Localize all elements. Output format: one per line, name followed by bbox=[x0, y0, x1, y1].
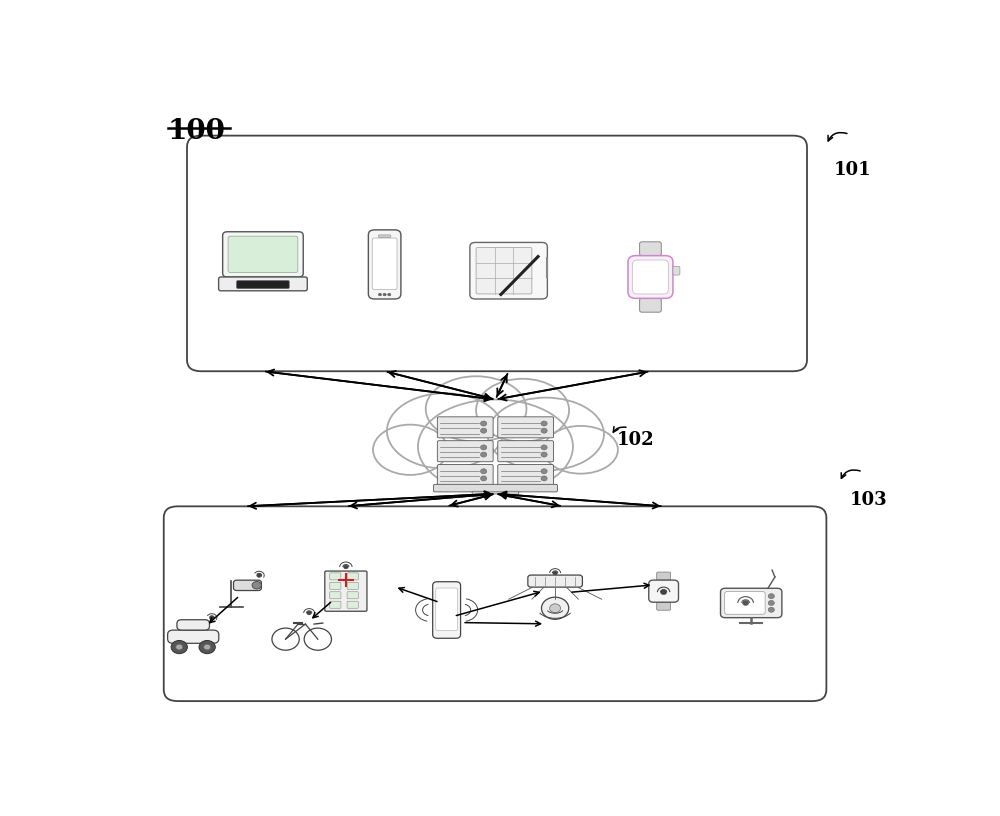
FancyBboxPatch shape bbox=[347, 573, 358, 580]
FancyBboxPatch shape bbox=[436, 588, 457, 631]
Circle shape bbox=[171, 641, 187, 654]
Circle shape bbox=[378, 293, 382, 296]
Circle shape bbox=[481, 428, 487, 433]
FancyBboxPatch shape bbox=[528, 575, 582, 588]
FancyBboxPatch shape bbox=[437, 441, 493, 462]
Circle shape bbox=[344, 565, 348, 569]
FancyBboxPatch shape bbox=[433, 485, 557, 492]
Circle shape bbox=[257, 574, 261, 578]
FancyBboxPatch shape bbox=[187, 135, 807, 371]
FancyBboxPatch shape bbox=[476, 247, 532, 294]
FancyBboxPatch shape bbox=[640, 299, 661, 313]
FancyBboxPatch shape bbox=[657, 572, 671, 580]
Circle shape bbox=[176, 645, 183, 650]
FancyBboxPatch shape bbox=[330, 592, 341, 599]
FancyBboxPatch shape bbox=[347, 583, 358, 589]
Circle shape bbox=[541, 452, 547, 457]
FancyBboxPatch shape bbox=[649, 580, 679, 602]
FancyBboxPatch shape bbox=[470, 242, 547, 299]
Ellipse shape bbox=[418, 400, 573, 494]
Circle shape bbox=[481, 452, 487, 457]
FancyBboxPatch shape bbox=[177, 619, 209, 630]
FancyBboxPatch shape bbox=[498, 464, 554, 486]
FancyBboxPatch shape bbox=[330, 573, 341, 580]
Ellipse shape bbox=[426, 376, 526, 441]
FancyBboxPatch shape bbox=[437, 417, 493, 438]
Circle shape bbox=[541, 428, 547, 433]
FancyBboxPatch shape bbox=[164, 506, 826, 701]
FancyBboxPatch shape bbox=[168, 630, 219, 643]
Circle shape bbox=[743, 601, 749, 605]
FancyBboxPatch shape bbox=[673, 266, 680, 275]
FancyBboxPatch shape bbox=[472, 491, 488, 497]
Circle shape bbox=[541, 476, 547, 481]
FancyBboxPatch shape bbox=[433, 582, 461, 638]
FancyBboxPatch shape bbox=[330, 601, 341, 608]
Circle shape bbox=[553, 571, 557, 575]
Circle shape bbox=[383, 293, 386, 296]
Circle shape bbox=[481, 476, 487, 481]
FancyBboxPatch shape bbox=[628, 255, 673, 299]
Circle shape bbox=[204, 645, 211, 650]
Ellipse shape bbox=[488, 397, 604, 471]
Circle shape bbox=[541, 597, 569, 619]
FancyBboxPatch shape bbox=[640, 242, 661, 255]
FancyBboxPatch shape bbox=[228, 236, 298, 273]
Ellipse shape bbox=[387, 393, 503, 468]
FancyBboxPatch shape bbox=[368, 230, 401, 299]
FancyBboxPatch shape bbox=[347, 592, 358, 599]
Circle shape bbox=[307, 611, 311, 615]
FancyBboxPatch shape bbox=[330, 583, 341, 589]
Circle shape bbox=[481, 445, 487, 450]
FancyBboxPatch shape bbox=[657, 602, 671, 610]
Text: 102: 102 bbox=[617, 432, 655, 450]
FancyBboxPatch shape bbox=[347, 601, 358, 608]
FancyBboxPatch shape bbox=[498, 417, 554, 438]
Circle shape bbox=[768, 607, 774, 612]
FancyBboxPatch shape bbox=[372, 238, 397, 290]
Ellipse shape bbox=[476, 379, 569, 441]
FancyBboxPatch shape bbox=[237, 281, 289, 288]
Circle shape bbox=[481, 421, 487, 426]
Text: 100: 100 bbox=[168, 118, 226, 145]
FancyBboxPatch shape bbox=[633, 260, 668, 294]
Circle shape bbox=[768, 594, 774, 599]
Circle shape bbox=[541, 421, 547, 426]
FancyBboxPatch shape bbox=[234, 580, 261, 591]
FancyBboxPatch shape bbox=[503, 491, 519, 497]
Ellipse shape bbox=[544, 426, 618, 473]
Circle shape bbox=[481, 468, 487, 474]
Text: 103: 103 bbox=[850, 490, 887, 508]
Circle shape bbox=[550, 604, 561, 613]
Circle shape bbox=[541, 468, 547, 474]
Circle shape bbox=[661, 590, 667, 595]
FancyBboxPatch shape bbox=[219, 277, 307, 290]
FancyBboxPatch shape bbox=[223, 232, 303, 277]
FancyBboxPatch shape bbox=[725, 592, 765, 614]
Circle shape bbox=[768, 601, 774, 605]
FancyBboxPatch shape bbox=[378, 235, 391, 237]
FancyBboxPatch shape bbox=[325, 571, 367, 611]
Ellipse shape bbox=[373, 424, 447, 475]
FancyBboxPatch shape bbox=[437, 464, 493, 486]
Circle shape bbox=[388, 293, 391, 296]
Text: 101: 101 bbox=[834, 161, 872, 179]
FancyBboxPatch shape bbox=[721, 588, 782, 618]
Circle shape bbox=[209, 616, 214, 619]
Circle shape bbox=[541, 445, 547, 450]
Circle shape bbox=[252, 582, 261, 589]
FancyBboxPatch shape bbox=[498, 441, 554, 462]
Circle shape bbox=[199, 641, 215, 654]
